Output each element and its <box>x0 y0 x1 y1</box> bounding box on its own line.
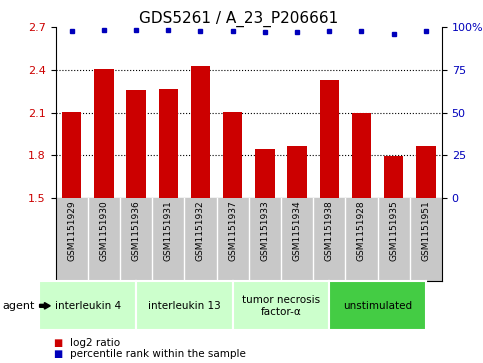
Text: GSM1151932: GSM1151932 <box>196 200 205 261</box>
Text: GSM1151937: GSM1151937 <box>228 200 237 261</box>
Bar <box>287 146 307 198</box>
Text: GSM1151933: GSM1151933 <box>260 200 270 261</box>
Bar <box>384 156 403 198</box>
Text: GSM1151951: GSM1151951 <box>421 200 430 261</box>
Text: GSM1151930: GSM1151930 <box>99 200 108 261</box>
Bar <box>158 89 178 198</box>
Text: GSM1151929: GSM1151929 <box>67 200 76 261</box>
Bar <box>255 149 274 198</box>
Text: GSM1151934: GSM1151934 <box>293 200 301 261</box>
Text: unstimulated: unstimulated <box>343 301 412 311</box>
Bar <box>416 146 436 198</box>
Text: ■: ■ <box>53 349 63 359</box>
Text: GSM1151935: GSM1151935 <box>389 200 398 261</box>
Text: GSM1151938: GSM1151938 <box>325 200 334 261</box>
Text: tumor necrosis
factor-α: tumor necrosis factor-α <box>242 295 320 317</box>
Bar <box>94 69 114 198</box>
Text: GDS5261 / A_23_P206661: GDS5261 / A_23_P206661 <box>140 11 339 27</box>
Bar <box>191 66 210 198</box>
Text: interleukin 13: interleukin 13 <box>148 301 221 311</box>
Bar <box>320 80 339 198</box>
Bar <box>127 90 146 198</box>
Text: GSM1151936: GSM1151936 <box>131 200 141 261</box>
Text: interleukin 4: interleukin 4 <box>55 301 121 311</box>
Bar <box>62 112 81 198</box>
Text: agent: agent <box>2 301 35 311</box>
Bar <box>223 112 242 198</box>
Text: GSM1151931: GSM1151931 <box>164 200 173 261</box>
Text: ■: ■ <box>53 338 63 348</box>
Text: GSM1151928: GSM1151928 <box>357 200 366 261</box>
Bar <box>352 113 371 198</box>
Text: percentile rank within the sample: percentile rank within the sample <box>70 349 246 359</box>
Text: log2 ratio: log2 ratio <box>70 338 120 348</box>
